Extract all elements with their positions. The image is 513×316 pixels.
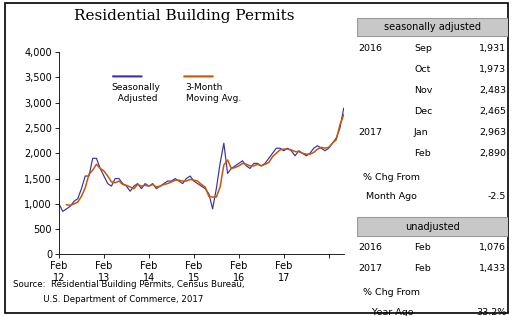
Text: Oct: Oct (414, 65, 430, 74)
Text: % Chg From: % Chg From (363, 288, 420, 297)
Text: -2.5: -2.5 (488, 192, 506, 201)
Text: 2,890: 2,890 (479, 149, 506, 158)
Text: Seasonally
  Adjusted: Seasonally Adjusted (112, 83, 161, 103)
Text: 2017: 2017 (358, 128, 382, 137)
FancyBboxPatch shape (357, 18, 508, 36)
Text: Feb: Feb (414, 149, 431, 158)
Text: Year Ago: Year Ago (363, 308, 413, 316)
Text: Month Ago: Month Ago (363, 192, 417, 201)
Text: 2017: 2017 (358, 264, 382, 273)
Text: Feb: Feb (414, 243, 431, 252)
Text: Nov: Nov (414, 86, 432, 95)
Text: % Chg From: % Chg From (363, 173, 420, 182)
Text: Sep: Sep (414, 44, 432, 53)
Text: Jan: Jan (414, 128, 429, 137)
Text: unadjusted: unadjusted (405, 222, 460, 232)
Text: Source:  Residential Building Permits, Census Bureau,: Source: Residential Building Permits, Ce… (13, 280, 244, 289)
Text: Dec: Dec (414, 107, 432, 116)
Text: Feb: Feb (414, 264, 431, 273)
Text: U.S. Department of Commerce, 2017: U.S. Department of Commerce, 2017 (13, 295, 203, 304)
Text: 33.2%: 33.2% (476, 308, 506, 316)
Text: 2,963: 2,963 (479, 128, 506, 137)
Text: Residential Building Permits: Residential Building Permits (74, 9, 295, 23)
Text: 2,483: 2,483 (479, 86, 506, 95)
Text: 2016: 2016 (358, 44, 382, 53)
Text: 2016: 2016 (358, 243, 382, 252)
Text: 1,433: 1,433 (479, 264, 506, 273)
Text: 1,076: 1,076 (479, 243, 506, 252)
Text: 1,931: 1,931 (479, 44, 506, 53)
Text: 2,465: 2,465 (479, 107, 506, 116)
FancyBboxPatch shape (357, 217, 508, 236)
Text: 3-Month
Moving Avg.: 3-Month Moving Avg. (186, 83, 241, 103)
Text: seasonally adjusted: seasonally adjusted (384, 22, 481, 32)
Text: 1,973: 1,973 (479, 65, 506, 74)
